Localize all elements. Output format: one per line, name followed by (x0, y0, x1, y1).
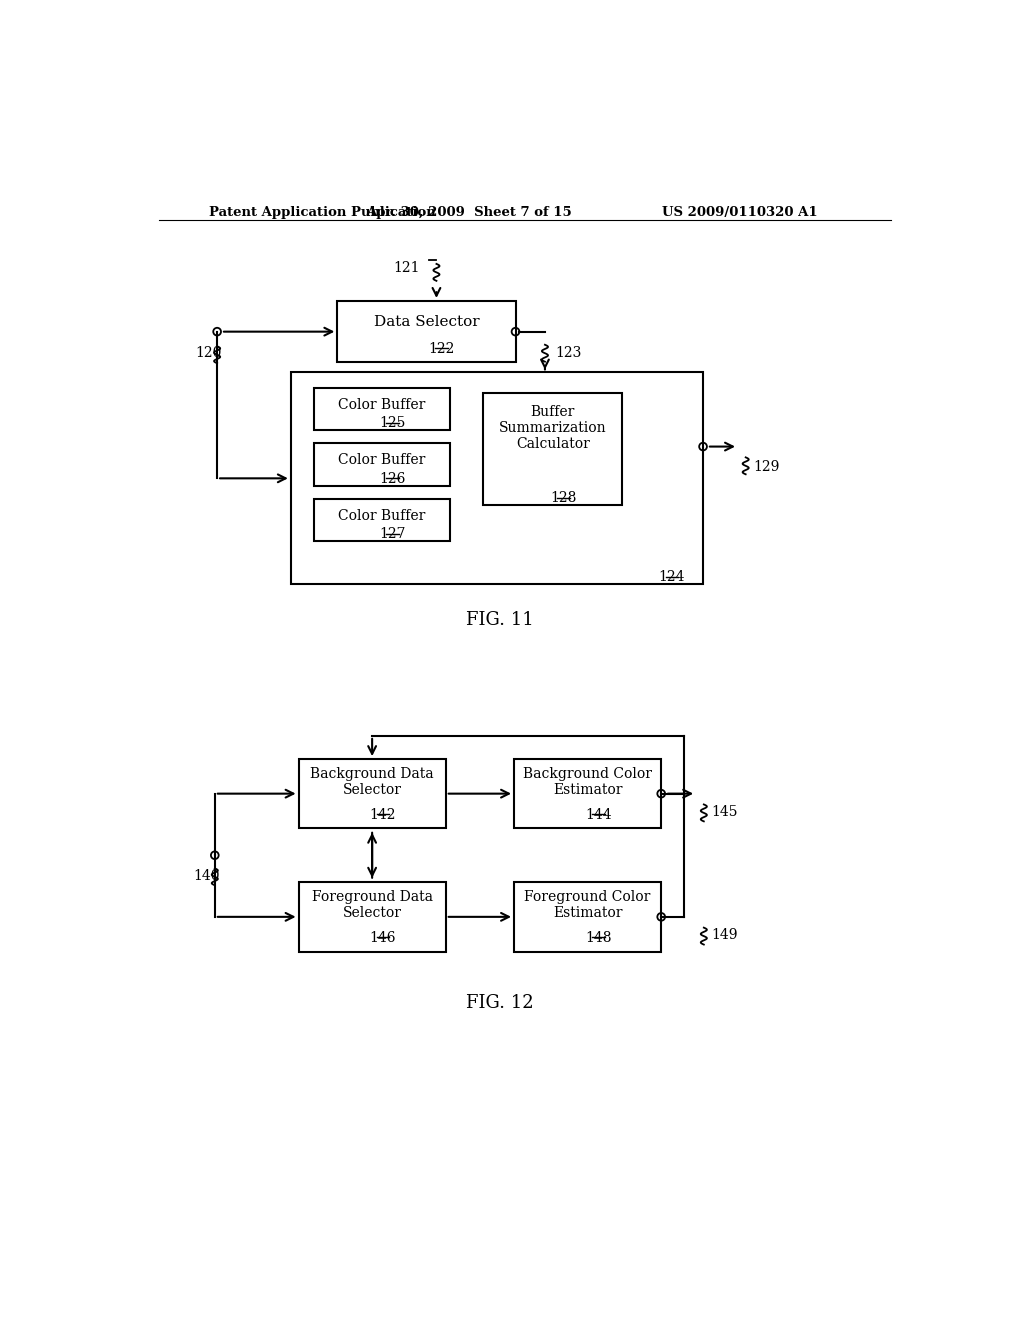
Text: 121: 121 (393, 261, 420, 275)
Text: 149: 149 (712, 928, 738, 942)
Text: 120: 120 (196, 346, 222, 359)
Text: 148: 148 (585, 931, 611, 945)
Text: 126: 126 (380, 471, 406, 486)
Text: 142: 142 (370, 808, 396, 821)
Text: Color Buffer: Color Buffer (338, 453, 426, 467)
Bar (314, 388, 450, 430)
Text: Data Selector: Data Selector (374, 315, 479, 330)
Text: 124: 124 (658, 570, 685, 585)
Text: Apr. 30, 2009  Sheet 7 of 15: Apr. 30, 2009 Sheet 7 of 15 (367, 206, 571, 219)
Text: 128: 128 (550, 491, 577, 506)
Text: 125: 125 (380, 416, 406, 430)
Text: Background Data
Selector: Background Data Selector (310, 767, 434, 797)
Text: Background Color
Estimator: Background Color Estimator (523, 767, 652, 797)
Bar (299, 882, 445, 952)
Text: Color Buffer: Color Buffer (338, 397, 426, 412)
Text: 140: 140 (194, 869, 219, 883)
Bar (514, 759, 662, 829)
Text: Foreground Data
Selector: Foreground Data Selector (311, 890, 432, 920)
Text: 145: 145 (712, 805, 738, 820)
Text: Patent Application Publication: Patent Application Publication (209, 206, 436, 219)
Text: US 2009/0110320 A1: US 2009/0110320 A1 (663, 206, 818, 219)
Text: Color Buffer: Color Buffer (338, 508, 426, 523)
Bar (291, 372, 703, 585)
Bar (514, 882, 662, 952)
Bar (314, 444, 450, 486)
Bar (314, 499, 450, 541)
Bar (483, 393, 623, 506)
Text: 123: 123 (556, 346, 583, 359)
Text: FIG. 12: FIG. 12 (466, 994, 534, 1012)
Text: 144: 144 (585, 808, 611, 821)
Text: 129: 129 (754, 461, 780, 474)
Text: Buffer
Summarization
Calculator: Buffer Summarization Calculator (499, 405, 606, 451)
Text: 127: 127 (380, 527, 406, 541)
Text: 122: 122 (429, 342, 455, 355)
Text: Foreground Color
Estimator: Foreground Color Estimator (524, 890, 651, 920)
Bar (299, 759, 445, 829)
Bar (337, 301, 515, 363)
Text: 146: 146 (370, 931, 396, 945)
Text: FIG. 11: FIG. 11 (466, 611, 534, 630)
